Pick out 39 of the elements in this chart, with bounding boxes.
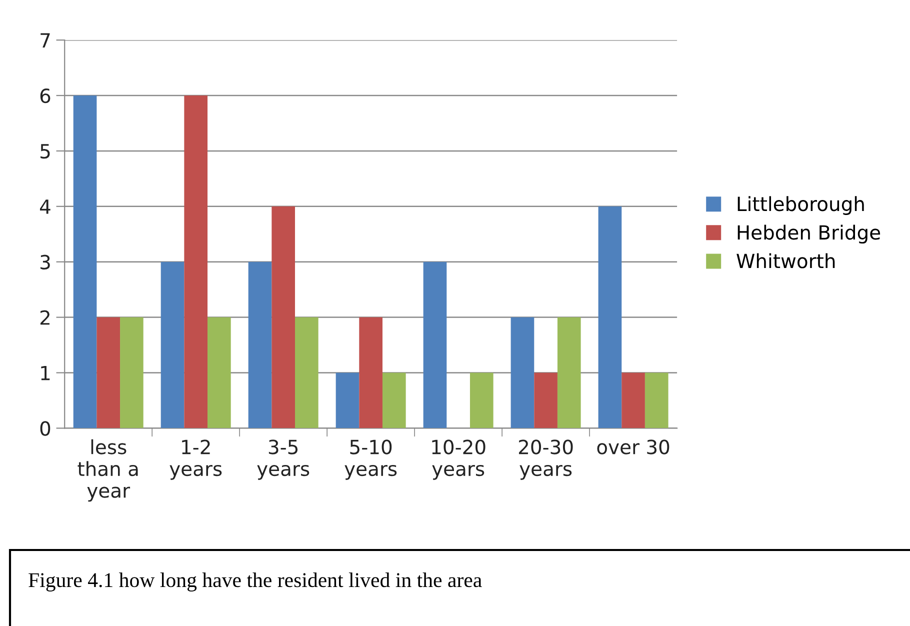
bar [120,317,144,428]
x-tick-label: 1-2 years [170,440,222,480]
y-tick-label: 3 [40,254,50,270]
y-tick-label: 0 [40,421,50,436]
bar [557,317,581,428]
legend-label: Hebden Bridge [738,224,880,244]
x-tick-label: over 30 [597,440,670,454]
bar [644,372,668,428]
y-tick-label: 5 [40,144,50,159]
bar [160,262,184,428]
bar [248,262,272,428]
legend-label: Whitworth [736,253,835,268]
bar [423,262,447,428]
y-tick-label: 6 [40,88,50,104]
y-tick-label: 2 [40,310,50,325]
bar [470,372,494,428]
y-tick-label: 1 [41,366,50,380]
caption: Figure 4.1 how long have the resident lived in the area [28,572,482,592]
y-tick-label: 7 [40,33,50,48]
x-tick-label: 3-5 years [257,440,310,480]
bar [336,372,360,428]
bar [73,96,97,428]
x-tick-label: 20-30 years [518,440,573,480]
bar [382,372,406,428]
bar [534,372,558,428]
bar [272,206,295,428]
bar [622,372,645,428]
bar [208,317,231,428]
bar [359,317,382,428]
x-tick-label: 10-20 years [432,440,486,480]
bar [510,317,534,428]
legend-label: Littleborough [738,196,864,215]
bar [184,96,208,428]
y-tick-label: 4 [40,200,50,214]
bar [96,317,120,428]
x-tick-label: less than a year [78,439,138,502]
bar [598,206,622,428]
x-tick-label: 5-10 years [344,440,397,480]
bar [295,317,318,428]
